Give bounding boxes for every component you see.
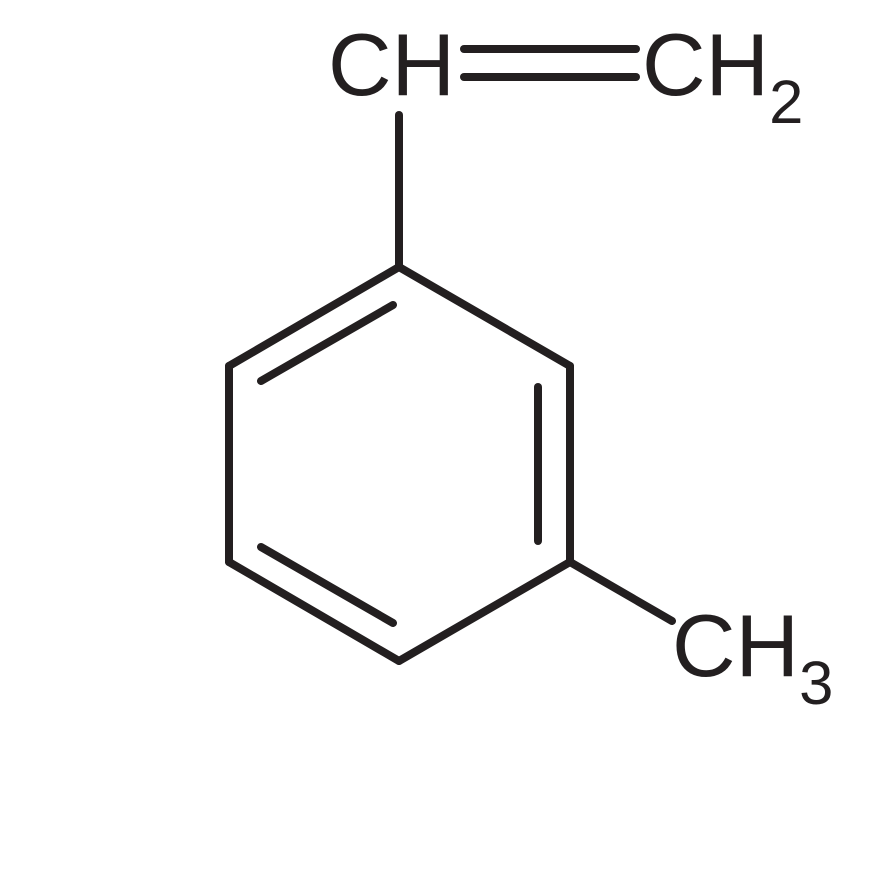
bond-svg: [0, 0, 890, 890]
bond-ring-inner-bot: [261, 547, 393, 623]
bond-ring-bot-right: [399, 562, 570, 661]
bond-ring-inner-top: [261, 305, 393, 381]
label-ch2: CH2: [642, 14, 803, 129]
label-ch: CH: [328, 14, 455, 116]
bond-methyl-stem: [570, 562, 672, 621]
chemical-structure-canvas: CH CH2 CH3: [0, 0, 890, 890]
label-ch3: CH3: [672, 595, 833, 710]
bond-ring-top-right: [399, 267, 570, 366]
